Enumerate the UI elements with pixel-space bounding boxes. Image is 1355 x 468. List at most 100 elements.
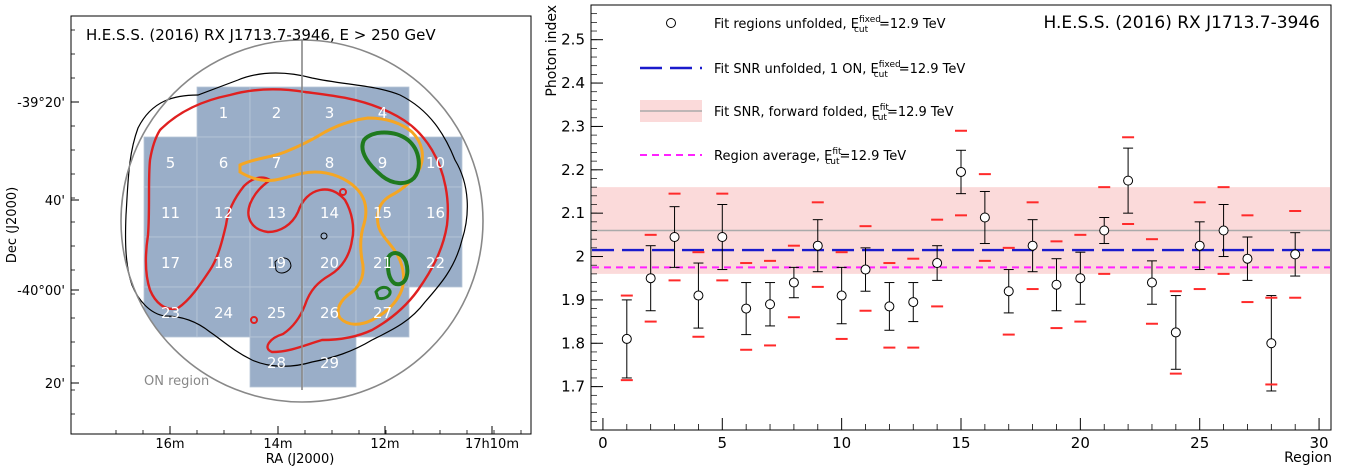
data-point [812, 240, 823, 251]
region-tile [196, 236, 251, 288]
data-point [884, 301, 895, 312]
region-label: 16 [426, 204, 445, 222]
data-point [1218, 225, 1229, 236]
region-label: 10 [426, 154, 445, 172]
region-label: 15 [373, 204, 392, 222]
plot-y-axis-label: Photon index [544, 5, 560, 97]
region-tile [143, 236, 198, 288]
data-point [1146, 277, 1157, 288]
data-points [620, 129, 1302, 392]
map-y-axis-label: Dec (J2000) [5, 187, 20, 263]
region-label: 19 [267, 254, 286, 272]
legend-point-symbol [666, 18, 676, 28]
black-contour-spot [274, 257, 292, 274]
data-point [717, 232, 728, 243]
photon-index-plot: 0 5 10 15 20 25 30 1.7 1.8 1.9 2 2.1 2.2 2.3 2.4 2.5 Fi… [544, 4, 1332, 466]
region-label: 14 [320, 204, 339, 222]
y-tick-label: 40' [45, 194, 65, 209]
legend-label: Fit regions unfolded, Efixed cut =12.9 TeV [714, 15, 946, 35]
region-tile [249, 336, 304, 388]
data-point [836, 290, 847, 301]
plot-x-axis-label: Region [1284, 450, 1332, 466]
red-contour-spot [250, 316, 258, 324]
plot-title: H.E.S.S. (2016) RX J1713.7-3946 [1043, 13, 1320, 33]
x-tick-label: 25 [1190, 434, 1209, 452]
data-point [860, 264, 871, 275]
y-tick-label: -39°20' [17, 96, 65, 111]
data-point [1051, 279, 1062, 290]
region-label: 9 [378, 154, 388, 172]
legend: Fit regions unfolded, Efixed cut =12.9 TeV… [640, 15, 965, 167]
x-tick-label: 10 [832, 434, 851, 452]
region-label: 28 [267, 354, 286, 372]
region-label: 23 [161, 304, 180, 322]
region-label: 11 [161, 204, 180, 222]
region-label: 17 [161, 254, 180, 272]
region-label: 18 [214, 254, 233, 272]
data-point [1099, 225, 1110, 236]
data-point [693, 290, 704, 301]
x-tick-label: 15 [951, 434, 970, 452]
data-point [1290, 249, 1301, 260]
map-title: H.E.S.S. (2016) RX J1713.7-3946, E > 250… [86, 26, 436, 44]
reference-lines [592, 187, 1330, 274]
y-tick-label: 2.4 [561, 74, 585, 92]
red-contour-spot [339, 188, 347, 196]
y-tick-label: -40°00' [17, 284, 65, 299]
legend-label: Region average, Efit cut=12.9 TeV [714, 147, 906, 167]
data-point [1194, 240, 1205, 251]
region-label: 26 [320, 304, 339, 322]
region-label: 22 [426, 254, 445, 272]
red-contour [144, 88, 450, 354]
x-tick-label: 30 [1310, 434, 1329, 452]
data-point [741, 303, 752, 314]
region-label: 25 [267, 304, 286, 322]
legend-label: Fit SNR unfolded, 1 ON, Efixed cut =12.9 T… [714, 60, 965, 80]
data-point [908, 297, 919, 308]
green-contour-small [374, 285, 392, 300]
region-tile [249, 236, 304, 288]
region-label: 7 [272, 154, 282, 172]
legend-label: Fit SNR, forward folded, Efit cut=12.9 Te… [714, 103, 954, 123]
region-label: 13 [267, 204, 286, 222]
data-point [765, 299, 776, 310]
y-tick-label: 2.3 [561, 117, 585, 135]
green-contour-lower [386, 251, 410, 287]
data-point [932, 258, 943, 269]
region-label: 29 [320, 354, 339, 372]
region-tile [143, 186, 198, 238]
data-point [645, 273, 656, 284]
data-point [956, 166, 966, 177]
y-tick-label: 2 [575, 248, 585, 266]
region-label: 20 [320, 254, 339, 272]
region-label: 3 [325, 104, 335, 122]
region-label: 4 [378, 104, 388, 122]
region-label: 1 [219, 104, 229, 122]
y-tick-label: 1.7 [561, 378, 585, 396]
map-x-axis-label: RA (J2000) [266, 452, 335, 467]
region-label: 8 [325, 154, 335, 172]
data-point [979, 212, 990, 223]
x-tick-label: 5 [718, 434, 728, 452]
data-point [669, 232, 680, 243]
y-tick-label: 20' [45, 377, 65, 392]
region-label: 12 [214, 204, 233, 222]
data-point [1075, 273, 1086, 284]
region-label: 5 [166, 154, 176, 172]
data-point [1003, 286, 1014, 297]
data-point [788, 277, 799, 288]
data-point [1266, 338, 1277, 349]
region-tile [408, 186, 463, 238]
data-point [1123, 175, 1134, 186]
orange-contour [238, 116, 424, 326]
region-label: 24 [214, 304, 233, 322]
y-tick-label: 1.8 [561, 334, 585, 352]
green-contour-upper [360, 130, 421, 185]
x-tick-label: 12m [370, 437, 399, 452]
data-point [621, 333, 632, 344]
region-label: 2 [272, 104, 282, 122]
data-point [1242, 253, 1253, 264]
